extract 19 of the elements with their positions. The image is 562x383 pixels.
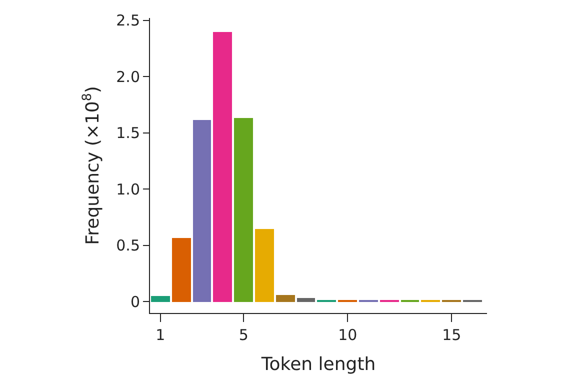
bar [151,296,170,302]
y-tick-label: 1.0 [116,180,140,198]
y-tick-label: 2.0 [116,68,140,86]
bar [276,295,295,302]
bar [172,238,191,302]
x-tick-label: 15 [442,326,462,344]
x-tick-label: 5 [238,326,248,344]
x-tick-label: 10 [338,326,358,344]
bar [193,120,211,302]
y-tick-label: 2.5 [116,12,140,30]
bar [234,118,253,302]
y-tick-label: 1.5 [116,124,140,142]
x-axis-title: Token length [260,354,376,376]
bar [255,229,274,302]
y-tick-label: 0.5 [116,236,140,255]
bar [297,298,315,302]
y-tick-label: 0 [130,292,140,311]
x-tick-label: 1 [156,326,166,344]
bar [213,32,232,302]
